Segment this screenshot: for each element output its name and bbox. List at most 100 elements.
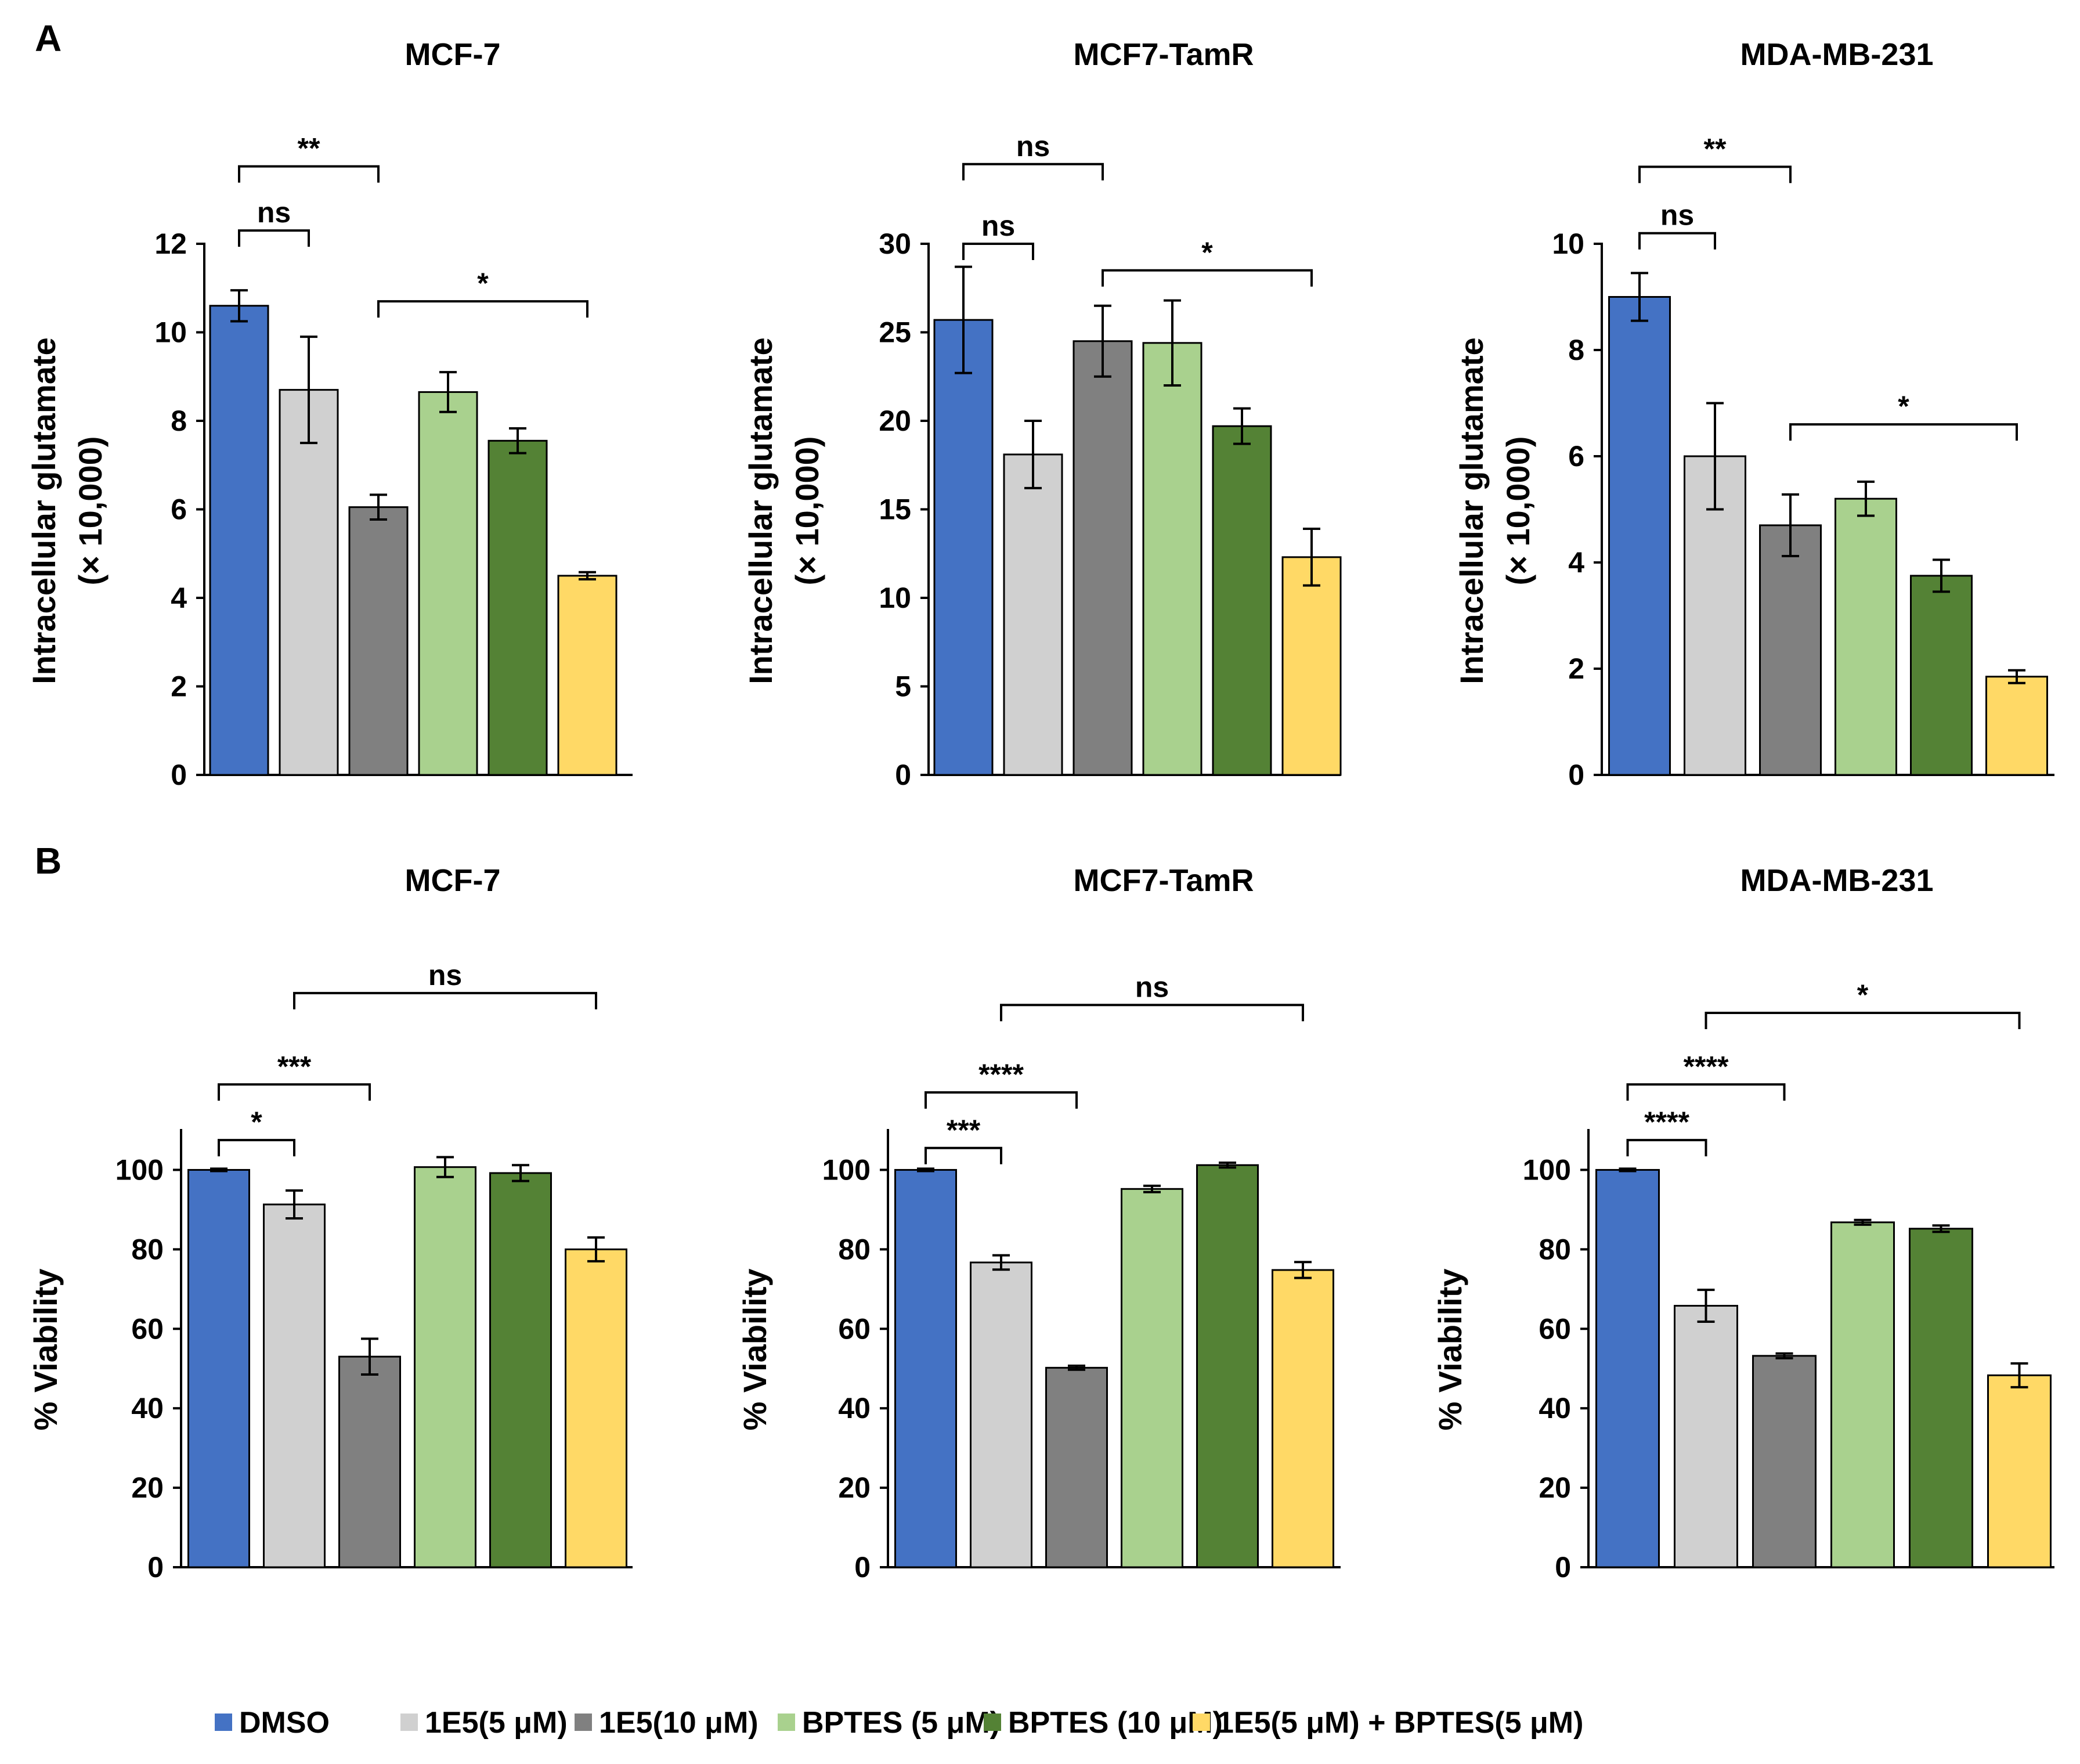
bar-bptes-10-m	[1196, 1164, 1259, 1568]
significance-label: ns	[981, 210, 1015, 242]
chart-title: MDA-MB-231	[1740, 37, 1933, 72]
bar-1e5-5-m	[1674, 1305, 1738, 1568]
significance-label: ns	[1660, 199, 1694, 232]
charts: MCF-7 0 2 4 6 8 10 12 Intracellular glutamate (× …	[26, 37, 2054, 1583]
y-tick-label: 2	[1568, 652, 1584, 685]
bar-dmso	[209, 305, 269, 776]
significance-bracket	[1626, 1139, 1707, 1157]
y-tick-label: 80	[131, 1233, 164, 1265]
bar-1e5-5-m	[1003, 453, 1063, 776]
significance-label: *	[1898, 390, 1909, 423]
legend: DMSO 1E5(5 μM) 1E5(10 μM) BPTES (5 μM) BPTES…	[215, 1706, 1583, 1740]
y-tick-label: 0	[1568, 759, 1584, 791]
significance-label: ***	[947, 1114, 981, 1146]
y-axis-label-line2: (× 10,000)	[789, 437, 825, 586]
bar-1e5-10-m	[1759, 524, 1822, 776]
y-tick-label: 80	[838, 1233, 871, 1265]
y-axis-label: % Viability	[27, 1268, 64, 1430]
bar-1e5-5-m	[279, 389, 339, 776]
bar-1e5-5-m-bptes-5-m	[1272, 1269, 1334, 1568]
significance-bracket	[1000, 1004, 1304, 1022]
panel-label-b: B	[35, 840, 62, 882]
y-tick-label: 6	[1568, 440, 1584, 472]
chart-a-mda-mb-231: MDA-MB-231 0 2 4 6 8 10 Intracellular glutamate…	[1453, 37, 2054, 791]
y-tick-label: 6	[171, 493, 187, 526]
bar-bptes-10-m	[1212, 425, 1272, 776]
chart-title: MCF7-TamR	[1073, 863, 1254, 898]
significance-label: **	[1704, 132, 1727, 165]
y-axis-label-line2: (× 10,000)	[1500, 437, 1536, 586]
y-tick-label: 25	[879, 316, 911, 349]
y-axis-label-line2: (× 10,000)	[72, 437, 109, 586]
chart-a-mcf-7: MCF-7 0 2 4 6 8 10 12 Intracellular glutamate (× …	[26, 37, 633, 791]
legend-label-1e5-5-m-bptes-5-m: 1E5(5 μM) + BPTES(5 μM)	[1217, 1706, 1583, 1740]
y-tick-label: 12	[154, 228, 187, 260]
significance-bracket	[218, 1139, 295, 1157]
bar-dmso	[187, 1168, 250, 1568]
significance-bracket	[238, 229, 310, 247]
chart-title: MCF7-TamR	[1073, 37, 1254, 72]
y-tick-label: 60	[131, 1312, 164, 1345]
chart-a-mcf7-tamr: MCF7-TamR 0 5 10 15 20 25 30 Intracellular gluta…	[742, 37, 1342, 791]
significance-label: ns	[257, 196, 291, 229]
significance-bracket	[925, 1091, 1078, 1109]
bar-bptes-10-m	[489, 1172, 552, 1568]
y-axis-label: % Viability	[736, 1268, 773, 1430]
panel-label-a: A	[35, 17, 62, 59]
bar-1e5-10-m	[1072, 340, 1133, 776]
y-tick-label: 0	[147, 1551, 164, 1583]
bar-1e5-5-m-bptes-5-m	[557, 575, 618, 776]
y-tick-label: 0	[895, 759, 911, 791]
bar-bptes-10-m	[1909, 1228, 1973, 1568]
bar-bptes-10-m	[488, 439, 548, 776]
y-axis-label: Intracellular glutamate	[26, 337, 62, 684]
y-tick-label: 10	[154, 316, 187, 349]
legend-label-1e5-10-m: 1E5(10 μM)	[599, 1706, 759, 1740]
y-tick-label: 80	[1539, 1233, 1571, 1265]
bar-bptes-5-m	[1121, 1188, 1183, 1568]
bar-dmso	[933, 319, 994, 776]
y-tick-label: 100	[822, 1153, 871, 1186]
y-tick-label: 30	[879, 228, 911, 260]
significance-label: *	[1857, 979, 1869, 1011]
y-tick-label: 10	[879, 582, 911, 614]
legend-label-1e5-5-m: 1E5(5 μM)	[425, 1706, 568, 1740]
bar-bptes-5-m	[1835, 497, 1897, 776]
y-tick-label: 40	[131, 1392, 164, 1424]
bar-1e5-5-m	[263, 1203, 326, 1568]
legend-swatch-1e5-5-m	[400, 1714, 418, 1731]
significance-label: ****	[1644, 1106, 1689, 1138]
legend-label-bptes-10-m: BPTES (10 μM)	[1008, 1706, 1223, 1740]
bar-dmso	[1595, 1168, 1660, 1568]
y-tick-label: 40	[1539, 1392, 1571, 1424]
significance-bracket	[1705, 1012, 2021, 1030]
y-tick-label: 8	[171, 405, 187, 437]
y-tick-label: 10	[1552, 228, 1584, 260]
y-tick-label: 20	[1539, 1471, 1571, 1504]
legend-swatch-1e5-10-m	[575, 1714, 592, 1731]
y-tick-label: 20	[131, 1471, 164, 1504]
y-tick-label: 100	[115, 1153, 164, 1186]
legend-label-bptes-5-m: BPTES (5 μM)	[802, 1706, 1000, 1740]
significance-label: **	[298, 132, 320, 165]
significance-label: ns	[1135, 971, 1169, 1003]
significance-label: ****	[978, 1058, 1024, 1091]
y-tick-label: 60	[838, 1312, 871, 1345]
y-tick-label: 8	[1568, 334, 1584, 366]
significance-bracket	[962, 163, 1104, 181]
significance-label: *	[477, 267, 489, 300]
significance-bracket	[238, 165, 380, 183]
bar-bptes-5-m	[1142, 342, 1202, 776]
y-tick-label: 40	[838, 1392, 871, 1424]
significance-bracket	[1638, 165, 1792, 183]
legend-swatch-dmso	[215, 1714, 232, 1731]
y-tick-label: 4	[1568, 546, 1584, 579]
significance-label: ***	[277, 1050, 312, 1083]
bar-1e5-5-m-bptes-5-m	[565, 1248, 627, 1568]
legend-swatch-1e5-5-m-bptes-5-m	[1193, 1714, 1210, 1731]
significance-label: ns	[1016, 130, 1050, 163]
